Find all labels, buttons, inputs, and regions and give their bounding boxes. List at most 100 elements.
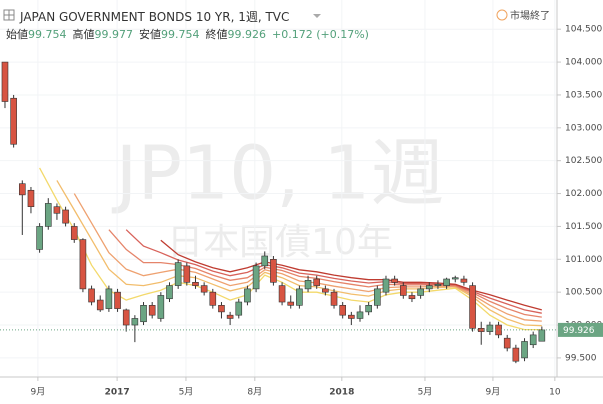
candle-body xyxy=(70,226,78,240)
candle-body xyxy=(114,291,121,309)
price-tag-label: 99.926 xyxy=(563,326,595,336)
candle-body xyxy=(252,265,260,290)
candle-body xyxy=(183,265,191,283)
y-tick-label: 100.500 xyxy=(565,288,602,298)
candle-body xyxy=(503,337,511,349)
candle-body xyxy=(296,288,303,306)
y-tick-label: 101.500 xyxy=(565,222,602,232)
candle-body xyxy=(62,209,69,224)
y-tick-label: 102.500 xyxy=(565,156,602,166)
candle-body xyxy=(148,305,156,316)
candle-body xyxy=(348,314,355,319)
value: 99.977 xyxy=(94,28,134,41)
candle-body xyxy=(244,288,251,303)
x-tick-label: 8月 xyxy=(247,387,262,398)
candle-body xyxy=(235,301,243,316)
x-tick-label: 9月 xyxy=(486,387,501,398)
candle-body xyxy=(261,255,269,267)
candle-body xyxy=(140,305,147,323)
candle-body xyxy=(391,278,398,283)
x-tick-label: 5月 xyxy=(179,387,194,398)
candle-body xyxy=(36,226,43,250)
x-tick-label: 10 xyxy=(549,388,561,398)
candle-body xyxy=(53,206,61,214)
candle-body xyxy=(157,295,165,319)
y-tick-label: 103.500 xyxy=(565,90,602,100)
y-tick-label: 104.500 xyxy=(565,25,602,35)
x-tick-label: 5月 xyxy=(418,387,433,398)
candle-body xyxy=(529,334,537,346)
candle-body xyxy=(521,341,528,359)
candle-body xyxy=(313,278,321,286)
label: 高値 xyxy=(72,28,95,41)
candle-body xyxy=(131,318,139,326)
x-tick-label: 2017 xyxy=(105,388,130,398)
label: 終値 xyxy=(205,28,228,41)
value: 99.926 xyxy=(227,28,267,41)
candle-body xyxy=(122,309,130,326)
value: 99.754 xyxy=(161,28,200,41)
candle-body xyxy=(79,239,87,290)
candle-body xyxy=(88,288,95,303)
candle-body xyxy=(226,314,234,319)
ribbon-line xyxy=(160,239,542,311)
ribbon-line xyxy=(39,167,542,331)
watermark: JP10, 1週 xyxy=(112,131,445,217)
ohlc-legend: 始値99.754 高値99.977 安値99.754 終値99.926 +0.172 (… xyxy=(6,26,375,42)
y-tick-label: 102.000 xyxy=(565,189,602,199)
candle-body xyxy=(365,305,372,313)
x-tick-label: 9月 xyxy=(31,387,46,398)
candle-body xyxy=(18,183,26,196)
market-status: 市場終了 xyxy=(510,9,550,22)
candle-body xyxy=(417,288,424,296)
candle-body xyxy=(27,189,35,208)
candle-body xyxy=(105,288,113,309)
candle-body xyxy=(538,329,546,342)
candle-body xyxy=(443,278,450,286)
candle-body xyxy=(425,285,433,290)
candle-body xyxy=(356,311,364,319)
candle-body xyxy=(400,285,407,296)
watermark-sub: 日本国債10年 xyxy=(167,222,393,263)
dropdown-icon[interactable] xyxy=(313,14,321,18)
candle-body xyxy=(44,203,52,227)
candle-body xyxy=(382,278,390,293)
candle-body xyxy=(1,61,9,102)
y-tick-label: 104.000 xyxy=(565,58,602,68)
candle-body xyxy=(166,285,173,300)
candle-body xyxy=(451,277,459,280)
change: +0.172 (+0.17%) xyxy=(272,28,369,41)
chart-title: JAPAN GOVERNMENT BONDS 10 YR, 1週, TVC xyxy=(20,10,290,24)
candle-body xyxy=(469,285,476,329)
candle-body xyxy=(174,262,182,286)
candle-body xyxy=(96,299,104,311)
candle-body xyxy=(322,288,329,293)
candle-body xyxy=(374,288,381,306)
candle-body xyxy=(330,291,338,306)
candle-body xyxy=(192,282,199,286)
y-tick-label: 101.000 xyxy=(565,255,602,265)
plot xyxy=(0,0,557,377)
value: 99.754 xyxy=(28,28,67,41)
candle-body xyxy=(408,295,416,300)
candle-body xyxy=(477,328,485,332)
x-tick-label: 2018 xyxy=(329,388,354,398)
candle-body xyxy=(486,324,494,332)
candle-body xyxy=(339,305,346,316)
price-tag xyxy=(558,322,603,337)
candle-body xyxy=(278,285,286,303)
candle-body xyxy=(218,305,225,313)
candle-body xyxy=(304,280,312,290)
candle-body xyxy=(512,347,520,362)
candle-body xyxy=(434,283,442,286)
candle-body xyxy=(287,301,295,306)
y-tick-label: 99.500 xyxy=(565,353,597,363)
candle-body xyxy=(10,97,17,145)
status-icon xyxy=(496,9,508,21)
candle-body xyxy=(460,278,468,283)
candle-body xyxy=(200,285,208,293)
y-tick-label: 103.000 xyxy=(565,123,602,133)
candle-body xyxy=(209,291,217,306)
